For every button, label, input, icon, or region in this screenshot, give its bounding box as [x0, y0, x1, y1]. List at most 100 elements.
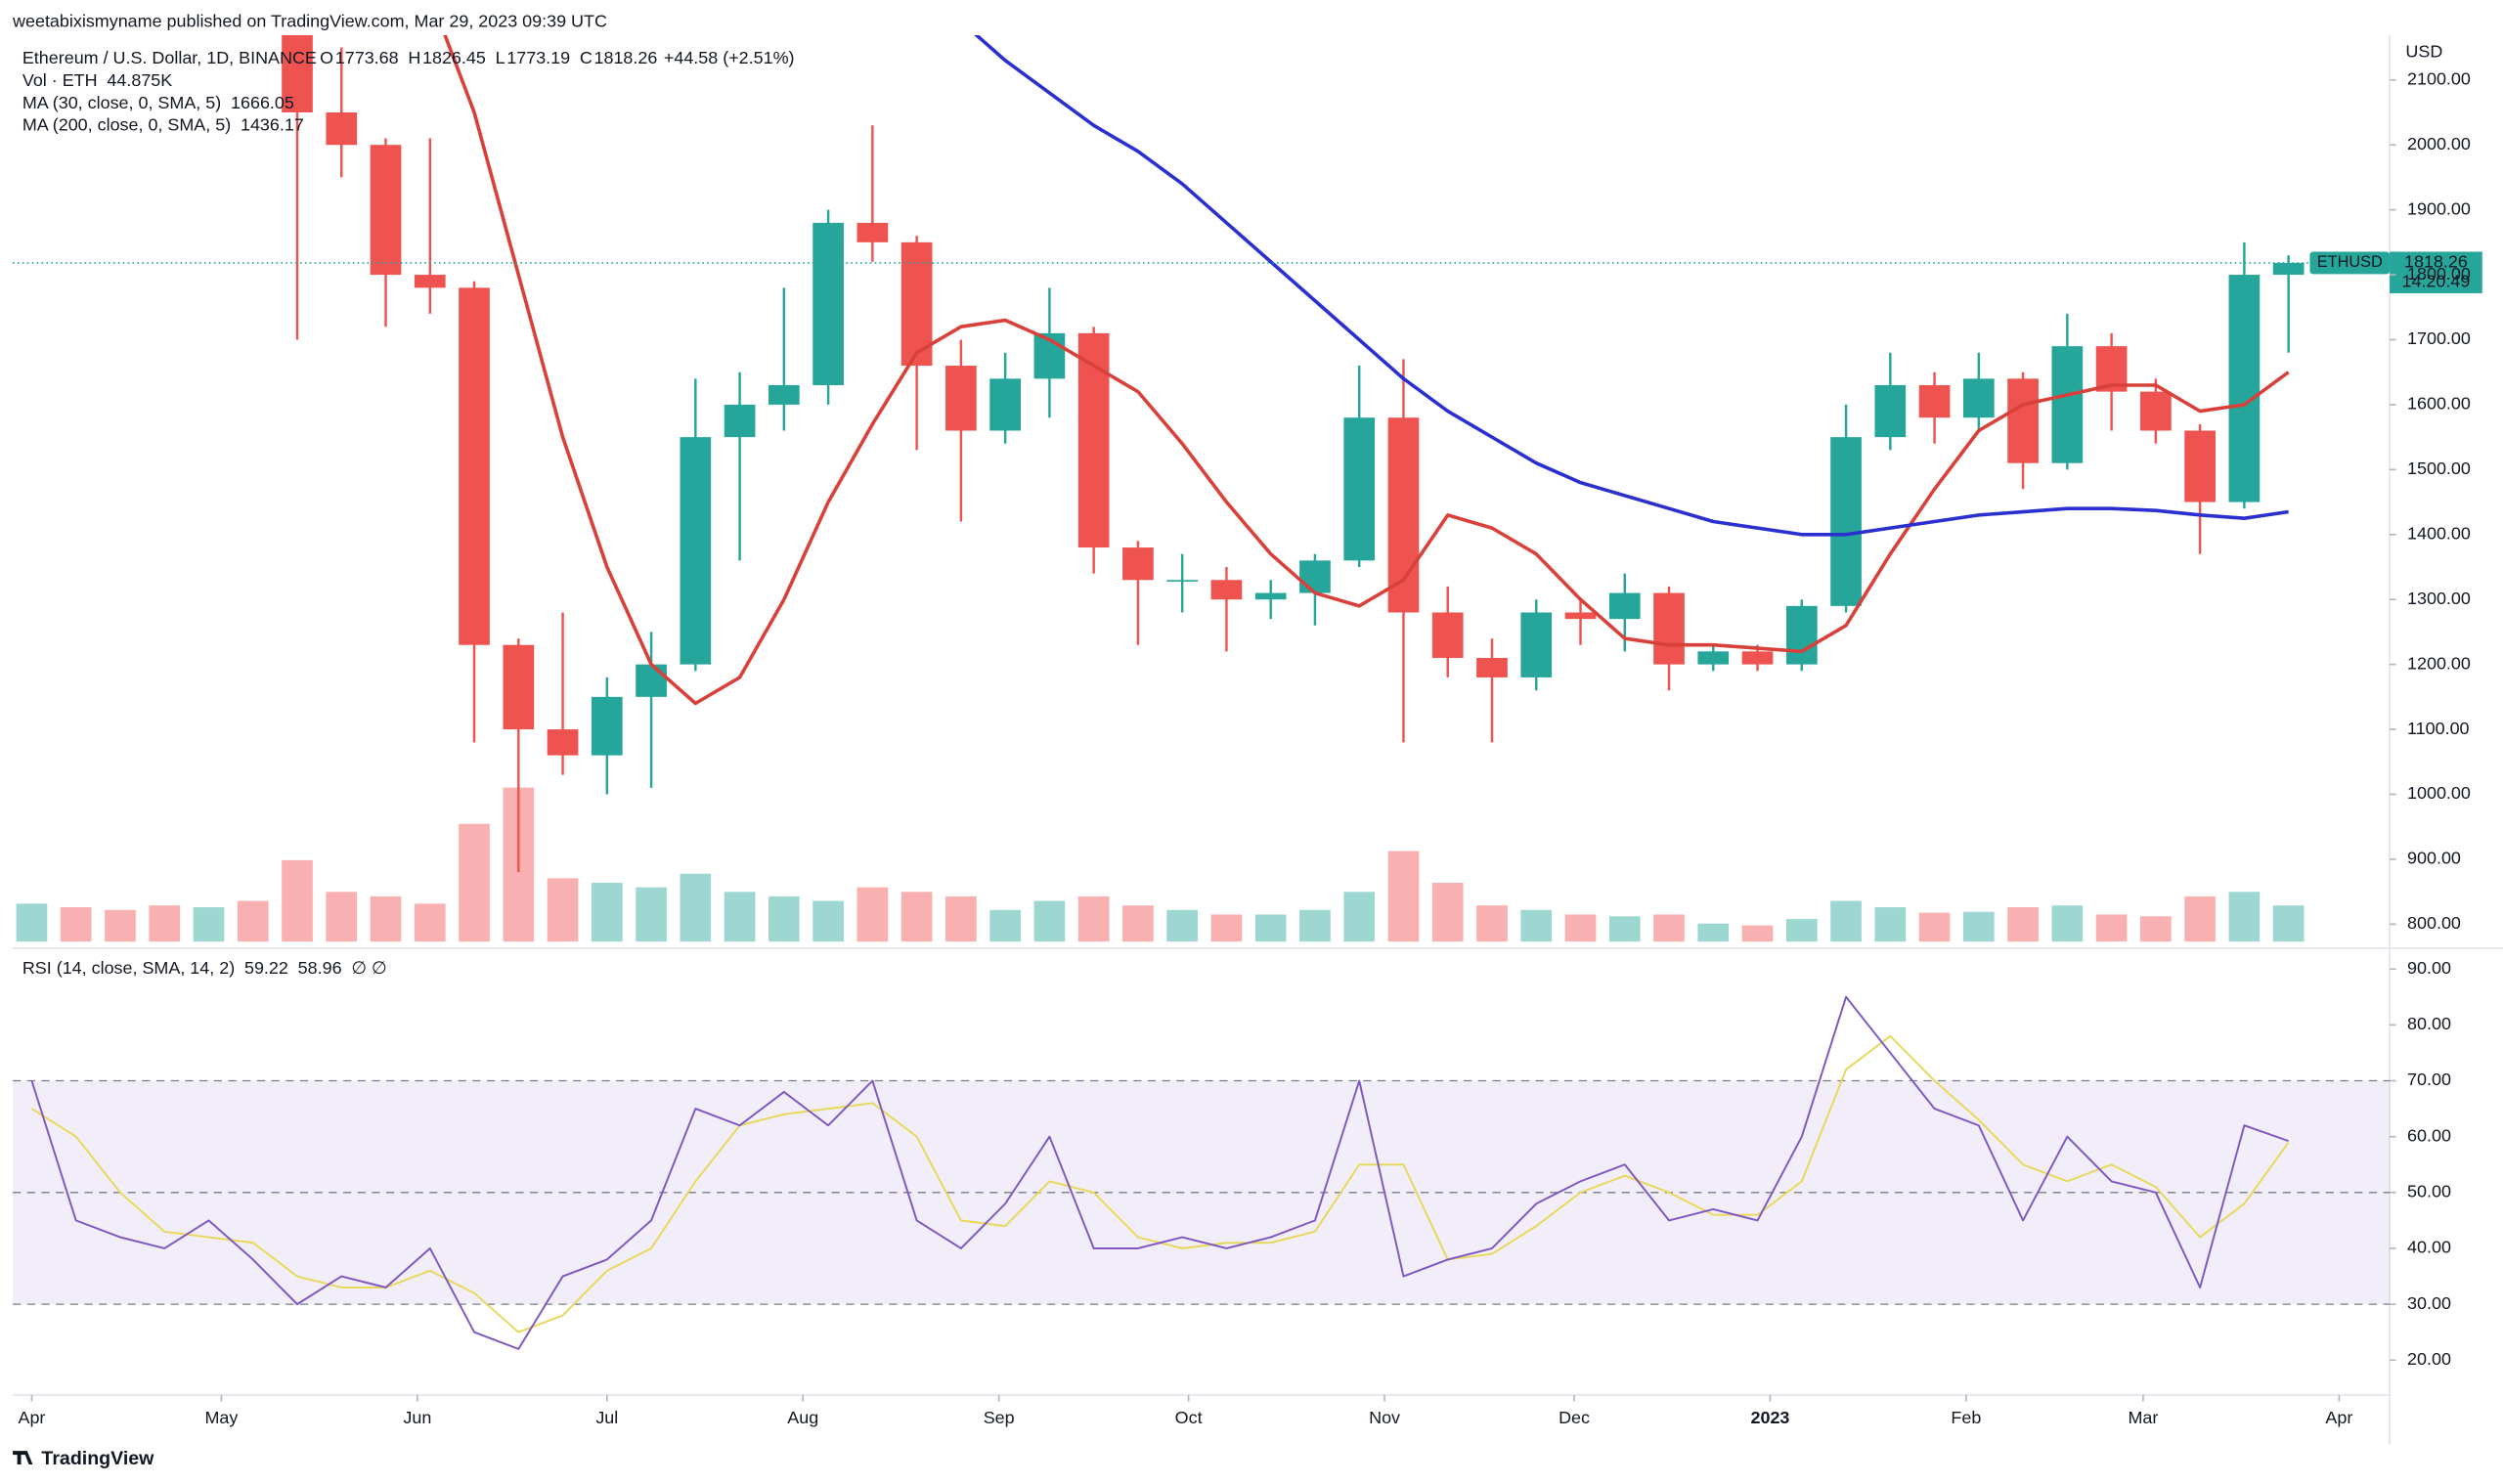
- volume-bar: [1830, 900, 1862, 942]
- legend-text: RSI (14, close, SMA, 14, 2): [22, 958, 235, 978]
- legend-text: 1666.05: [231, 93, 294, 112]
- candle-body: [1343, 417, 1376, 561]
- legend-text: MA (200, close, 0, SMA, 5): [22, 115, 231, 135]
- price-pane: [16, 34, 2305, 942]
- volume-bar: [2228, 892, 2261, 942]
- y-tick-label: 800.00: [2407, 913, 2461, 933]
- candle-body: [1387, 417, 1420, 613]
- volume-bar: [2272, 905, 2305, 942]
- volume-bar: [2007, 907, 2039, 942]
- y-axis-label: USD: [2405, 42, 2442, 62]
- y-tick-label: 30.00: [2407, 1293, 2451, 1313]
- y-tick-label: 1900.00: [2407, 198, 2471, 218]
- candle-body: [680, 437, 712, 665]
- candle-body: [414, 275, 446, 288]
- candle-body: [989, 378, 1021, 431]
- volume-bar: [149, 905, 181, 942]
- x-tick-label: Mar: [2128, 1408, 2158, 1427]
- y-tick-label: 1600.00: [2407, 394, 2471, 414]
- rsi-background: [13, 1079, 2391, 1305]
- y-tick-label: 1300.00: [2407, 589, 2471, 608]
- y-tick-label: 50.00: [2407, 1182, 2451, 1201]
- y-tick-label: 1200.00: [2407, 653, 2471, 673]
- volume-bar: [856, 887, 889, 942]
- volume-bar: [1608, 916, 1641, 942]
- legend-text: O: [320, 48, 333, 67]
- y-tick-label: 20.00: [2407, 1349, 2451, 1369]
- volume-bar: [945, 895, 977, 942]
- candle-body: [326, 111, 358, 146]
- y-tick-label: 2100.00: [2407, 69, 2471, 89]
- volume-bar: [1166, 909, 1199, 942]
- x-tick-label: Dec: [1559, 1408, 1590, 1427]
- candle-body: [370, 145, 402, 276]
- candle-body: [1122, 547, 1154, 581]
- volume-bar: [1299, 909, 1331, 942]
- volume-bar: [1564, 914, 1597, 942]
- candle-body: [1653, 592, 1685, 665]
- volume-bar: [2095, 914, 2128, 942]
- legend-text: 59.22: [244, 958, 288, 978]
- x-tick-label: Jul: [595, 1408, 618, 1427]
- y-tick-label: 90.00: [2407, 958, 2451, 978]
- footer-brand: TradingView: [41, 1448, 154, 1469]
- candle-body: [282, 34, 313, 112]
- x-tick-label: Apr: [2325, 1408, 2352, 1427]
- x-tick-label: Oct: [1175, 1408, 1203, 1427]
- candle-body: [1741, 651, 1774, 665]
- x-tick-label: Feb: [1951, 1408, 1981, 1427]
- legend-text: 1826.45: [422, 48, 486, 67]
- volume-bar: [1918, 912, 1951, 942]
- y-tick-label: 40.00: [2407, 1238, 2451, 1257]
- volume-bar: [989, 909, 1021, 942]
- legend-text: +44.58 (+2.51%): [664, 48, 795, 67]
- candle-body: [724, 404, 756, 438]
- candle-body: [2272, 262, 2305, 276]
- rsi-band: [13, 1080, 2391, 1305]
- candle-body: [768, 384, 800, 405]
- legend-text: 1436.17: [241, 115, 304, 135]
- symbol-tag-text: ETHUSD: [2317, 253, 2383, 271]
- y-tick-label: 1400.00: [2407, 524, 2471, 544]
- volume-bar: [1476, 905, 1508, 942]
- candle-body: [591, 696, 623, 756]
- volume-bar: [414, 903, 446, 942]
- moving-average-line: [974, 34, 2289, 537]
- y-tick-label: 900.00: [2407, 849, 2461, 868]
- candle-body: [1431, 612, 1464, 658]
- candle-body: [1697, 651, 1730, 665]
- candle-body: [459, 287, 490, 645]
- volume-bar: [1343, 892, 1376, 942]
- volume-bar: [105, 909, 136, 942]
- legend-text: C: [580, 48, 593, 67]
- x-tick-label: Apr: [18, 1408, 45, 1427]
- volume-bar: [812, 900, 844, 942]
- x-tick-label: May: [204, 1408, 238, 1427]
- volume-bar: [16, 903, 48, 942]
- y-tick-label: 1100.00: [2407, 719, 2470, 738]
- candle-body: [2228, 275, 2261, 502]
- volume-bar: [2051, 905, 2084, 942]
- candle-body: [812, 222, 844, 385]
- candle-body: [1254, 592, 1287, 600]
- candle-body: [1874, 384, 1907, 438]
- x-tick-label: Sep: [984, 1408, 1015, 1427]
- rsi-line: [30, 995, 2289, 1350]
- volume-bar: [237, 900, 269, 942]
- x-tick-label: Jun: [403, 1408, 431, 1427]
- y-tick-label: 1000.00: [2407, 783, 2471, 803]
- candle-body: [856, 222, 889, 242]
- publisher: weetabixismyname published on TradingVie…: [12, 12, 607, 31]
- candle-body: [1210, 580, 1243, 600]
- candle-body: [1077, 332, 1110, 548]
- volume-bar: [1210, 914, 1243, 942]
- legend-text: Ethereum / U.S. Dollar, 1D, BINANCE: [22, 48, 317, 67]
- volume-bar: [1653, 914, 1685, 942]
- x-tick-label: Aug: [787, 1408, 818, 1427]
- y-tick-label: 2000.00: [2407, 134, 2471, 153]
- x-tick-label: Nov: [1369, 1408, 1400, 1427]
